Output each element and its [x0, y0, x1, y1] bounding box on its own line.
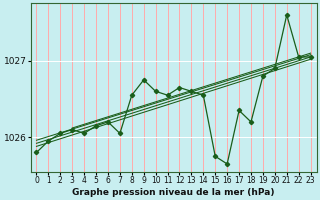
X-axis label: Graphe pression niveau de la mer (hPa): Graphe pression niveau de la mer (hPa): [72, 188, 275, 197]
